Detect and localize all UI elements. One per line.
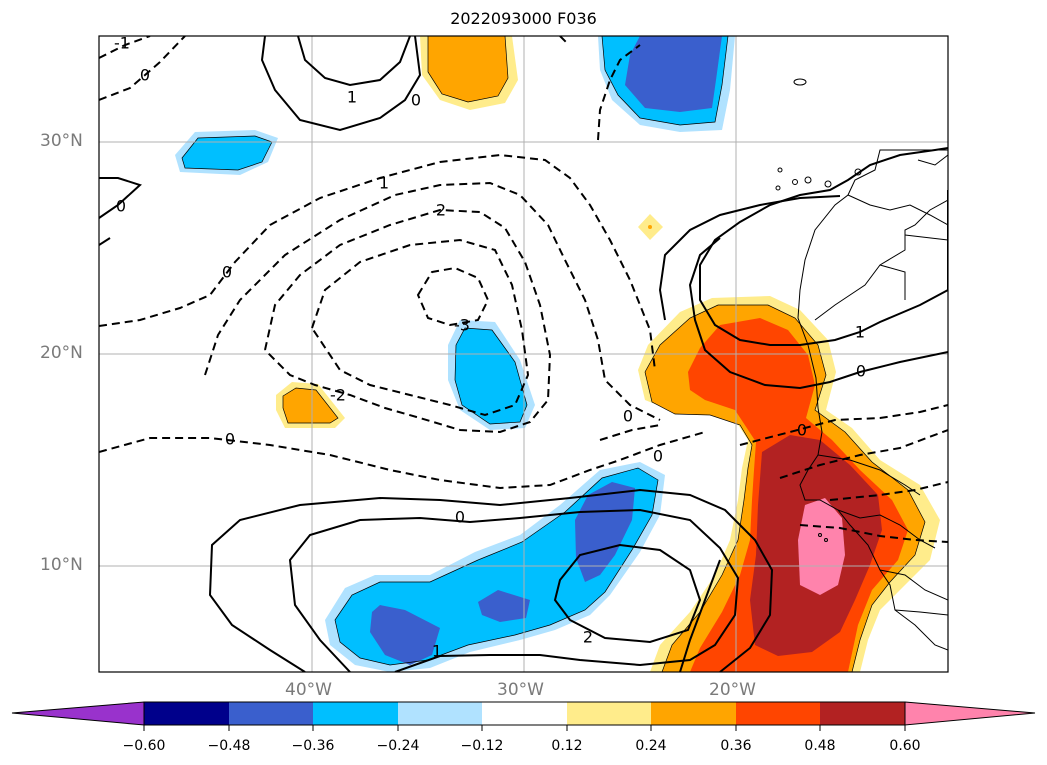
contour-label: -3 xyxy=(454,316,470,335)
colorbar-segment xyxy=(736,702,820,725)
coastlines xyxy=(775,78,948,651)
lon-label-20w: 20°W xyxy=(709,680,756,700)
colorbar-segment xyxy=(567,702,651,725)
lat-label-10n: 10°N xyxy=(40,555,83,575)
colorbar-tick-label: −0.24 xyxy=(376,738,420,754)
colorbar-tick-label: −0.48 xyxy=(207,738,251,754)
colorbar-tick-label: −0.36 xyxy=(291,738,335,754)
colorbar-tick-label: 0.48 xyxy=(804,738,836,754)
contour-label: 2 xyxy=(583,628,593,647)
colorbar-tick-label: 0.24 xyxy=(635,738,667,754)
colorbar-segment xyxy=(651,702,736,725)
plot-frame xyxy=(98,35,949,673)
lat-label-30n: 30°N xyxy=(40,131,83,151)
contour-label: 0 xyxy=(797,421,807,440)
contours xyxy=(99,36,948,672)
colorbar-segment xyxy=(398,702,482,725)
contour-label: 0 xyxy=(455,508,465,527)
colorbar-tick-label: −0.60 xyxy=(122,738,166,754)
map-title: 2022093000 F036 xyxy=(450,9,597,28)
contour-label: 1 xyxy=(432,642,442,661)
gridlines xyxy=(99,36,948,672)
contour-labels: -1 0 1 0 0 1 2 0 -3 -2 0 0 2 1 1 0 0 0 0 xyxy=(114,34,866,661)
contour-label: 0 xyxy=(140,66,150,85)
colorbar-segment xyxy=(144,702,229,725)
contour-label: -1 xyxy=(114,34,130,53)
contour-label: 1 xyxy=(379,174,389,193)
contour-label: 0 xyxy=(653,447,663,466)
colorbar-segment xyxy=(820,702,905,725)
contour-label: 0 xyxy=(116,197,126,216)
colorbar-segment xyxy=(482,702,567,725)
contour-label: 2 xyxy=(436,201,446,220)
colorbar xyxy=(11,701,1036,731)
contour-label: 0 xyxy=(856,362,866,381)
contour-label: 1 xyxy=(855,323,865,342)
contour-label: 1 xyxy=(347,88,357,107)
contour-label: 0 xyxy=(623,407,633,426)
contour-label: 0 xyxy=(222,263,232,282)
colorbar-segment xyxy=(229,702,313,725)
contour-label: 0 xyxy=(411,91,421,110)
colorbar-tick-label: 0.12 xyxy=(551,738,583,754)
lon-label-40w: 40°W xyxy=(285,680,332,700)
contour-label: 0 xyxy=(225,430,235,449)
colorbar-extend-min xyxy=(11,701,145,726)
colorbar-extend-max xyxy=(904,701,1036,726)
colorbar-tick-label: 0.36 xyxy=(720,738,752,754)
colorbar-tick-label: 0.60 xyxy=(889,738,921,754)
colorbar-tick-label: −0.12 xyxy=(460,738,504,754)
colorbar-segment xyxy=(313,702,398,725)
lon-label-30w: 30°W xyxy=(497,680,544,700)
contour-label: -2 xyxy=(330,386,346,405)
lat-label-20n: 20°N xyxy=(40,343,83,363)
